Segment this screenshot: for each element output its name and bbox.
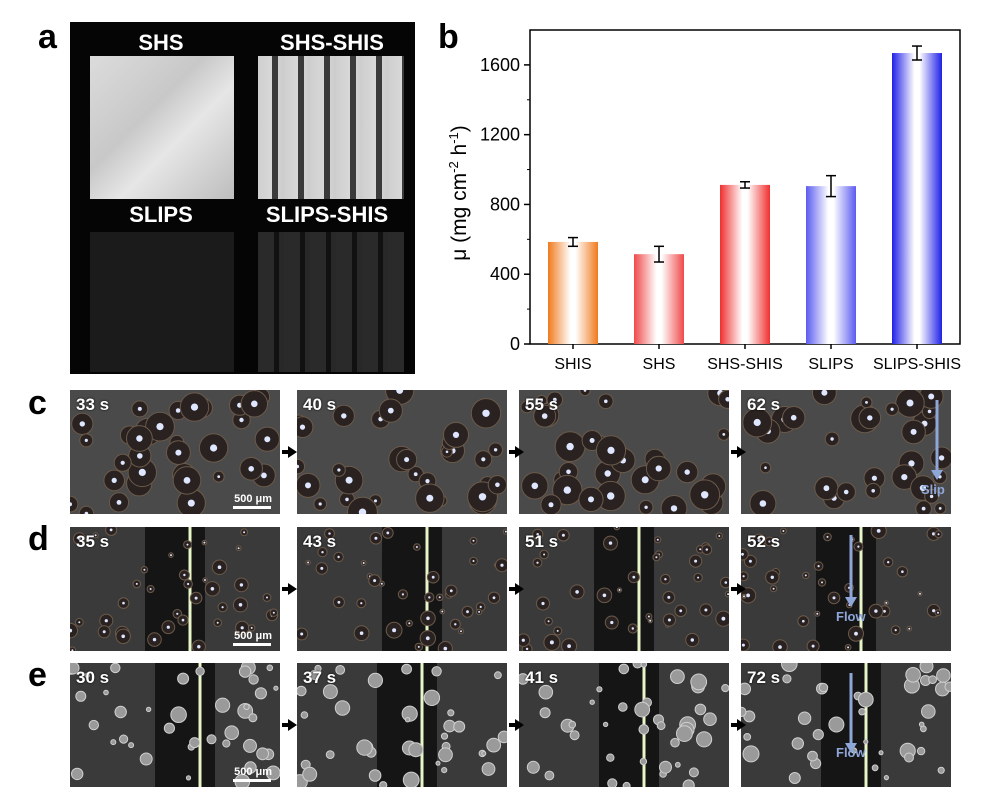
sequence-arrow — [282, 723, 288, 727]
micrograph-d-3: 51 s — [519, 527, 729, 651]
sequence-arrow-head — [288, 583, 297, 595]
micrograph-time-label: 43 s — [303, 532, 337, 551]
sequence-arrow — [731, 723, 737, 727]
micrograph-time-label: 62 s — [747, 395, 781, 414]
sequence-arrow — [282, 450, 288, 454]
micrograph-c-4: 62 s Slip — [741, 390, 951, 514]
sequence-arrow — [509, 723, 515, 727]
micrograph-c-2: 40 s — [297, 390, 507, 514]
sequence-arrow-head — [288, 446, 297, 458]
scale-bar-label: 500 μm — [234, 766, 272, 778]
direction-arrow — [845, 535, 857, 607]
micrograph-time-label: 37 s — [303, 668, 337, 687]
micrograph-texture — [742, 390, 951, 514]
sequence-arrow — [731, 587, 737, 591]
x-tick-label: SLIPS — [808, 356, 853, 373]
micrograph-d-1: 35 s 500 μm — [70, 527, 280, 651]
sequence-arrow-head — [737, 583, 746, 595]
micrograph-time-label: 35 s — [76, 532, 110, 551]
micrograph-texture — [70, 390, 280, 514]
bar-chart-panel: 0 400 800 1200 1600 SHIS SHS SHS-SHIS SLIPS SLIPS… — [430, 22, 985, 382]
micrograph-texture — [519, 663, 729, 787]
sequence-arrow-head — [515, 719, 524, 731]
micrograph-texture — [520, 390, 729, 514]
sequence-arrow-head — [737, 446, 746, 458]
sequence-arrow — [731, 450, 737, 454]
sample-title-shs: SHS — [138, 30, 184, 55]
sample-image-shs-shis — [258, 56, 404, 199]
panel-label-a: a — [38, 18, 57, 56]
panel-label-c: c — [28, 384, 47, 422]
x-tick-label: SHS — [643, 356, 676, 373]
scale-bar — [233, 506, 271, 509]
bar-shs-shis — [720, 184, 770, 344]
micrograph-e-1: 30 s 500 μm — [70, 663, 280, 787]
micrograph-texture — [519, 527, 729, 651]
micrograph-time-label: 55 s — [525, 395, 559, 414]
panel-label-d: d — [28, 520, 49, 558]
x-tick-label: SHS-SHIS — [707, 356, 783, 373]
panel-label-b: b — [438, 18, 459, 56]
y-tick-label: 400 — [490, 264, 520, 284]
sample-title-slips: SLIPS — [129, 202, 193, 227]
micrograph-e-2: 37 s — [297, 663, 507, 787]
micrograph-time-label: 40 s — [303, 395, 337, 414]
sample-image-shs — [90, 56, 234, 199]
y-tick-label: 1600 — [480, 55, 520, 75]
x-tick-label: SHIS — [554, 356, 591, 373]
micrograph-time-label: 72 s — [747, 668, 781, 687]
direction-label: Slip — [921, 482, 945, 497]
sequence-arrow-head — [515, 446, 524, 458]
micrograph-texture — [297, 527, 507, 651]
micrograph-time-label: 52 s — [747, 532, 781, 551]
scale-bar-label: 500 μm — [234, 630, 272, 642]
micrograph-time-label: 33 s — [76, 395, 110, 414]
sample-photographs-panel: SHS SHS-SHIS SLIPS SLIPS-SHIS — [70, 22, 415, 374]
y-axis-label: μ (mg cm-2 h-1) — [446, 125, 471, 261]
direction-arrow — [845, 673, 857, 753]
y-tick-label: 0 — [510, 334, 520, 354]
micrograph-texture — [70, 663, 280, 787]
scale-bar — [233, 643, 271, 646]
bar-shs — [634, 254, 684, 344]
micrograph-texture — [297, 663, 507, 787]
micrograph-e-4: 72 s Flow — [741, 663, 951, 787]
bar-chart: 0 400 800 1200 1600 SHIS SHS SHS-SHIS SLIPS SLIPS… — [446, 29, 961, 373]
micrograph-time-label: 30 s — [76, 668, 110, 687]
sequence-arrow — [282, 587, 288, 591]
micrograph-d-2: 43 s — [297, 527, 507, 651]
sample-image-slips — [90, 232, 234, 372]
sequence-arrow — [509, 587, 515, 591]
direction-label: Flow — [836, 609, 866, 624]
y-tick-label: 800 — [490, 194, 520, 214]
micrograph-time-label: 41 s — [525, 668, 559, 687]
micrograph-c-3: 55 s — [519, 390, 729, 514]
sequence-arrow-head — [288, 719, 297, 731]
bar-slips-shis — [892, 53, 942, 344]
sample-title-slips-shis: SLIPS-SHIS — [265, 202, 389, 227]
sample-image-slips-shis — [258, 232, 404, 372]
y-tick-label: 1200 — [480, 125, 520, 145]
micrograph-e-3: 41 s — [519, 663, 729, 787]
scale-bar — [233, 779, 271, 782]
scale-bar-label: 500 μm — [234, 493, 272, 505]
bar-shis — [548, 241, 598, 344]
x-tick-label: SLIPS-SHIS — [873, 356, 961, 373]
direction-label: Flow — [836, 745, 866, 760]
sequence-arrow-head — [515, 583, 524, 595]
bar-slips — [806, 186, 856, 344]
panel-label-e: e — [28, 656, 47, 694]
micrograph-time-label: 51 s — [525, 532, 559, 551]
micrograph-texture — [70, 527, 279, 651]
sequence-arrow — [509, 450, 515, 454]
direction-arrow — [931, 400, 943, 480]
sample-title-shs-shis: SHS-SHIS — [280, 30, 384, 55]
micrograph-c-1: 33 s 500 μm — [70, 390, 280, 514]
micrograph-d-4: 52 s Flow — [741, 527, 951, 651]
micrograph-texture — [297, 390, 507, 514]
sequence-arrow-head — [737, 719, 746, 731]
